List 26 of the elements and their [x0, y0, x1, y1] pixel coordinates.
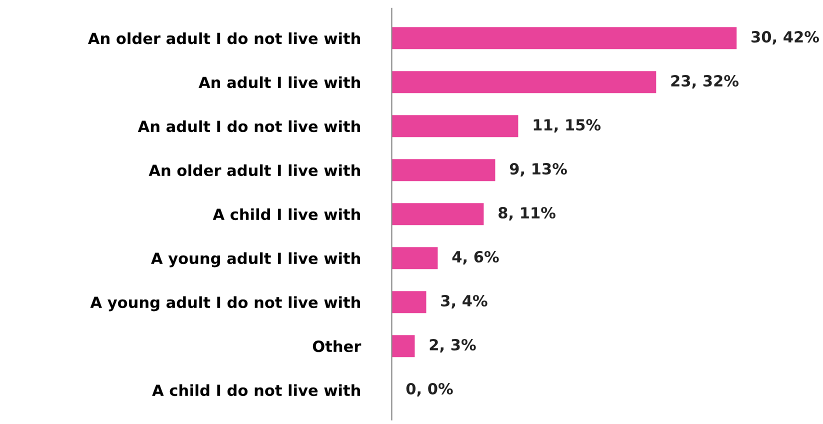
- y-tick-label: An older adult I live with: [148, 164, 360, 176]
- y-tick-label: A child I do not live with: [152, 384, 360, 396]
- y-tick-label: A child I live with: [212, 208, 360, 220]
- y-tick-label: A young adult I do not live with: [90, 296, 360, 312]
- y-tick-label: An adult I live with: [198, 76, 360, 88]
- data-label: 30, 42%: [752, 31, 819, 45]
- bar: [392, 159, 496, 182]
- data-label: 11, 15%: [534, 119, 601, 133]
- bar: [392, 335, 415, 358]
- data-label: 8, 11%: [498, 206, 556, 221]
- y-tick-label: Other: [312, 340, 362, 352]
- data-label: 4, 6%: [452, 250, 499, 264]
- bar: [392, 71, 656, 94]
- bar: [392, 115, 518, 138]
- y-tick-label: A young adult I live with: [151, 252, 360, 268]
- bar: [392, 247, 438, 270]
- bar: [392, 203, 484, 226]
- bar: [392, 27, 737, 50]
- data-label: 0, 0%: [406, 382, 453, 396]
- data-label: 3, 4%: [441, 294, 488, 308]
- y-tick-label: An older adult I do not live with: [88, 32, 360, 44]
- data-label: 23, 32%: [671, 75, 739, 89]
- data-label: 2, 3%: [430, 338, 476, 352]
- y-tick-label: An adult I do not live with: [138, 120, 360, 132]
- bar: [392, 291, 426, 314]
- data-label: 9, 13%: [510, 163, 567, 177]
